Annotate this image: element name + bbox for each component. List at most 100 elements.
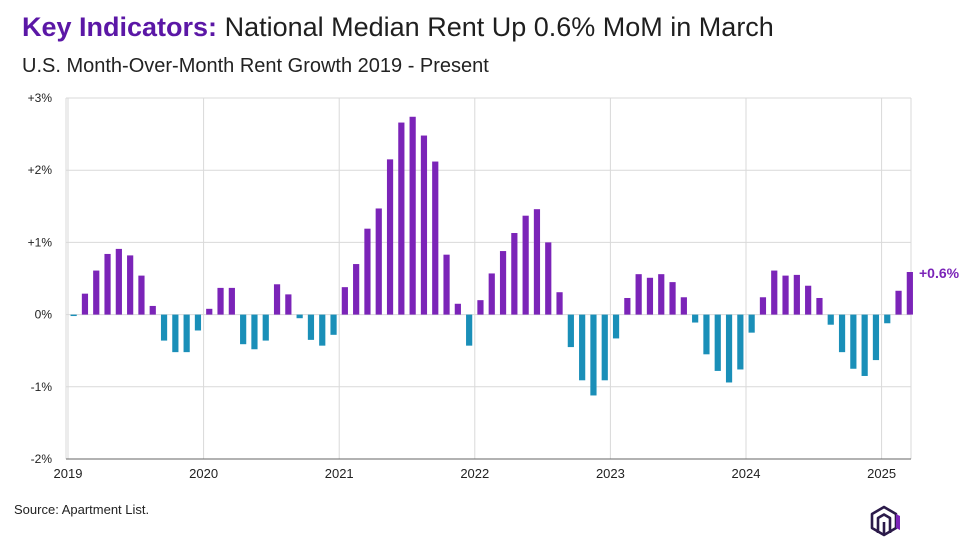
x-tick-label: 2019 xyxy=(54,466,83,481)
x-tick-label: 2022 xyxy=(460,466,489,481)
bar xyxy=(692,314,699,323)
chart-title: Key Indicators: National Median Rent Up … xyxy=(22,8,774,46)
bar xyxy=(206,308,213,315)
bar xyxy=(861,314,868,376)
bar xyxy=(601,314,608,381)
bar xyxy=(149,305,156,315)
bar xyxy=(624,297,631,315)
bar xyxy=(183,314,190,353)
bar xyxy=(680,297,687,315)
bar xyxy=(262,314,269,341)
bar xyxy=(341,287,348,315)
bar xyxy=(669,282,676,315)
bar xyxy=(906,272,913,315)
bar xyxy=(375,208,382,315)
bar xyxy=(420,135,428,315)
bar xyxy=(522,215,529,315)
bar xyxy=(816,297,823,315)
bar xyxy=(138,275,145,315)
bar xyxy=(364,228,371,315)
bar xyxy=(590,314,597,396)
bar xyxy=(545,242,552,315)
bar xyxy=(70,314,77,317)
bar xyxy=(409,116,416,315)
bar xyxy=(488,273,495,315)
bar xyxy=(307,314,315,340)
y-tick-label: +1% xyxy=(28,235,53,249)
bar xyxy=(579,314,586,381)
source-note: Source: Apartment List. xyxy=(14,502,150,517)
bar xyxy=(251,314,258,350)
bar xyxy=(805,285,812,315)
title-rest: National Median Rent Up 0.6% MoM in Marc… xyxy=(224,12,774,42)
bar xyxy=(646,277,654,315)
y-tick-label: +3% xyxy=(28,91,53,105)
bar xyxy=(330,314,337,335)
grid-lines xyxy=(65,97,912,460)
bar xyxy=(398,122,405,315)
bar xyxy=(759,297,767,315)
bar xyxy=(240,314,247,345)
bar xyxy=(714,314,721,371)
bar xyxy=(454,303,461,315)
bar-series xyxy=(70,116,913,396)
y-tick-label: -2% xyxy=(31,452,53,466)
bar xyxy=(827,314,834,325)
x-tick-label: 2025 xyxy=(867,466,896,481)
apartment-list-logo-icon xyxy=(870,505,900,537)
bar xyxy=(127,255,134,315)
x-tick-label: 2024 xyxy=(732,466,761,481)
bar xyxy=(884,314,891,324)
bar xyxy=(104,253,111,315)
bar xyxy=(612,314,620,339)
bar xyxy=(771,270,778,315)
bar xyxy=(838,314,846,353)
bar xyxy=(635,274,642,315)
bar xyxy=(160,314,168,341)
bar xyxy=(725,314,733,383)
bar xyxy=(217,287,224,315)
chart-subtitle: U.S. Month-Over-Month Rent Growth 2019 -… xyxy=(22,55,489,77)
bar xyxy=(386,159,394,315)
bar xyxy=(443,254,450,315)
bar xyxy=(319,314,326,346)
x-tick-label: 2021 xyxy=(325,466,354,481)
bar xyxy=(353,264,360,315)
x-tick-label: 2023 xyxy=(596,466,625,481)
bar xyxy=(115,248,122,315)
bar xyxy=(782,275,789,315)
x-tick-label: 2020 xyxy=(189,466,218,481)
y-axis: +3% +2% +1% 0% -1% -2% xyxy=(28,91,53,466)
bar xyxy=(172,314,179,353)
bar xyxy=(658,274,665,315)
bar xyxy=(273,284,281,315)
bar xyxy=(567,314,574,348)
bar xyxy=(793,274,800,315)
bar xyxy=(737,314,744,370)
bar xyxy=(703,314,710,355)
bar xyxy=(872,314,880,361)
y-tick-label: -1% xyxy=(31,380,53,394)
bar xyxy=(194,314,202,331)
bar xyxy=(81,293,89,315)
bar xyxy=(850,314,857,369)
x-axis: 2019 2020 2021 2022 2023 2024 2025 xyxy=(54,466,897,481)
bar xyxy=(533,209,541,315)
bar xyxy=(477,300,484,315)
annotations: +0.6% xyxy=(919,265,960,281)
bar xyxy=(895,290,902,315)
bar xyxy=(432,161,439,315)
bar xyxy=(296,314,303,319)
bar xyxy=(285,294,292,315)
latest-value-label: +0.6% xyxy=(919,265,960,281)
bar xyxy=(499,251,507,315)
bar xyxy=(93,270,100,315)
bar xyxy=(228,287,235,315)
bar xyxy=(511,233,518,315)
bar xyxy=(748,314,755,333)
bar xyxy=(556,292,563,315)
y-tick-label: +2% xyxy=(28,163,53,177)
bar xyxy=(466,314,473,346)
y-tick-label: 0% xyxy=(35,308,53,322)
